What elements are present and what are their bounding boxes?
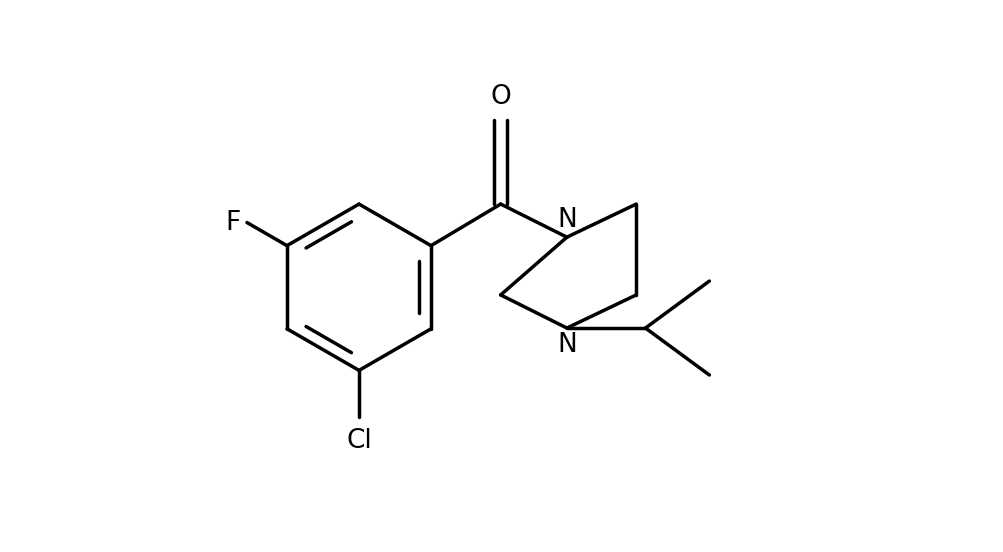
Text: O: O xyxy=(489,84,511,110)
Text: Cl: Cl xyxy=(346,428,371,454)
Text: N: N xyxy=(557,208,576,233)
Text: N: N xyxy=(557,332,576,358)
Text: F: F xyxy=(226,210,241,236)
